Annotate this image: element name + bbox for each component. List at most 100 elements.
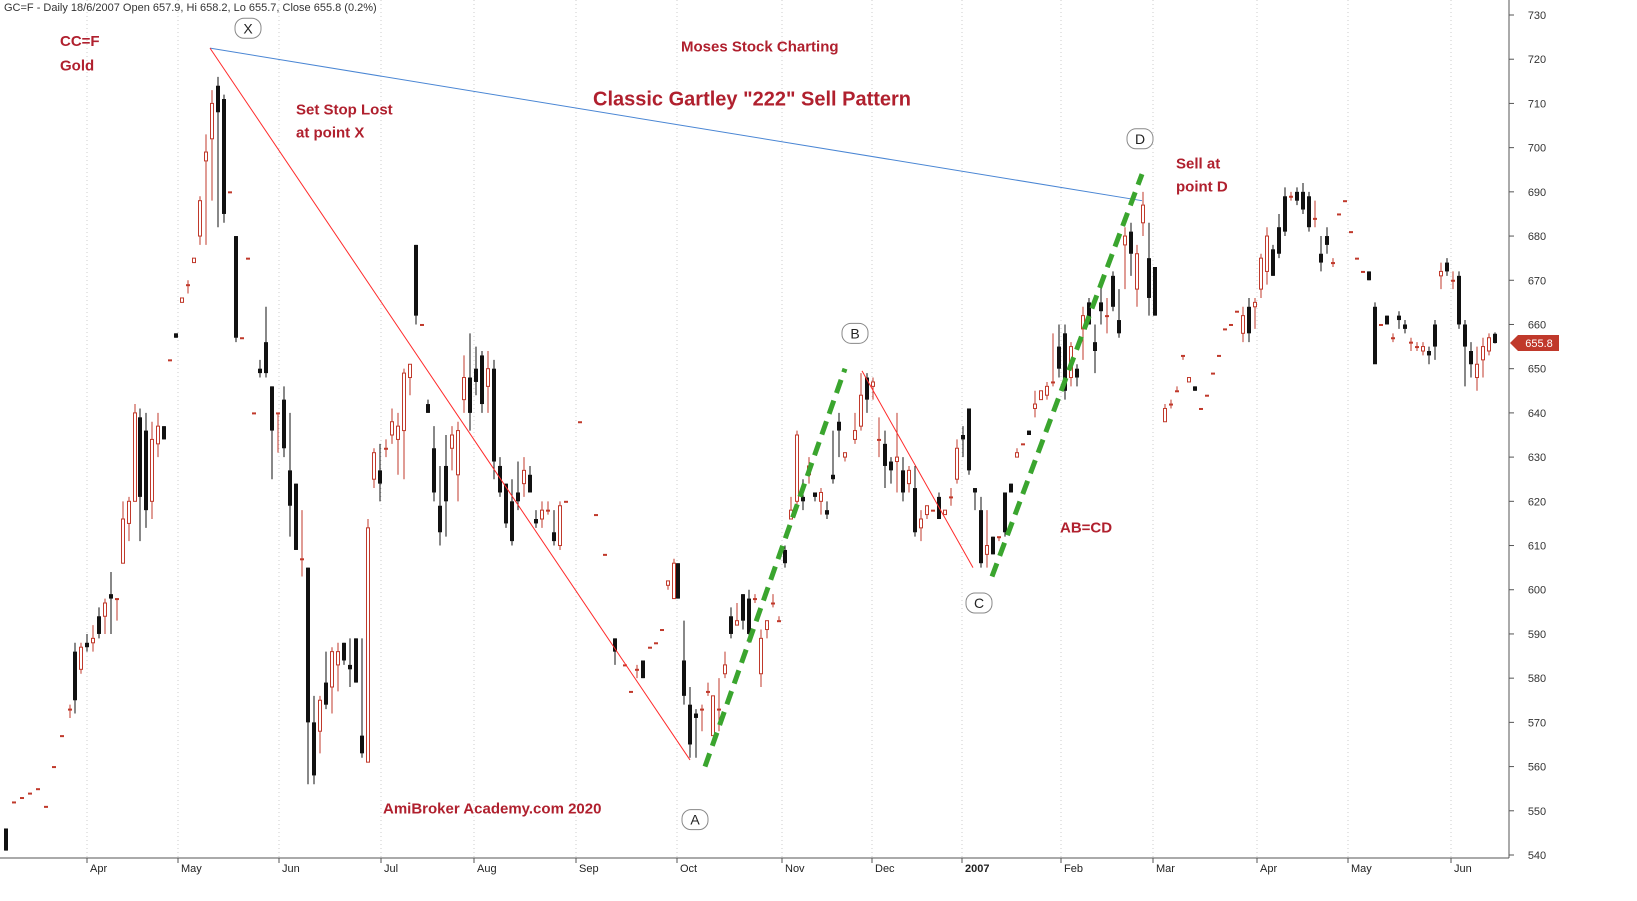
candle	[682, 620, 686, 705]
candle	[480, 351, 484, 413]
candle-body	[1469, 351, 1473, 365]
point-marker-box	[841, 322, 869, 344]
candle	[648, 646, 652, 649]
candle-body	[426, 404, 430, 413]
candle-body	[552, 532, 556, 542]
candle	[859, 373, 863, 431]
candle	[907, 465, 911, 493]
candle	[79, 642, 83, 674]
candle	[60, 735, 64, 738]
candle	[1379, 323, 1383, 326]
candle	[300, 510, 304, 577]
candle	[1265, 227, 1269, 285]
candle-body	[648, 646, 652, 649]
candle	[666, 580, 670, 590]
y-tick-label: 620	[1528, 496, 1546, 508]
candle	[180, 297, 184, 303]
candle	[1241, 306, 1245, 343]
candle-body	[294, 483, 298, 550]
point-marker-b: B	[841, 322, 869, 344]
candle	[825, 501, 829, 519]
candle	[444, 435, 448, 537]
candle-body	[771, 602, 775, 605]
candle	[312, 695, 316, 785]
y-tick-label: 560	[1528, 762, 1546, 774]
candle-body	[1421, 346, 1425, 352]
point-marker-label: B	[850, 325, 859, 341]
y-tick-label: 690	[1528, 187, 1546, 199]
candle-body	[1235, 310, 1239, 313]
candle	[1111, 271, 1115, 312]
candle	[1039, 390, 1043, 401]
candle-body	[168, 359, 172, 362]
candle-body	[919, 518, 923, 529]
candle-body	[706, 690, 710, 693]
candle-body	[831, 474, 835, 480]
candle-body	[444, 465, 448, 502]
candle-body	[180, 297, 184, 303]
candle-body	[783, 549, 787, 564]
candle	[1481, 337, 1485, 378]
candle	[1301, 183, 1305, 214]
candle	[1051, 333, 1055, 387]
candle	[174, 333, 178, 338]
candle	[676, 563, 680, 599]
candle-body	[925, 505, 929, 516]
candle-body	[138, 417, 142, 497]
y-tick-label: 660	[1528, 319, 1546, 331]
candle-body	[1193, 386, 1197, 391]
candle-body	[192, 257, 196, 264]
candle	[462, 355, 466, 413]
chart-annotation: Sell at	[1176, 155, 1220, 172]
candle-body	[1117, 320, 1121, 334]
candle	[192, 257, 196, 264]
candle-body	[1343, 200, 1347, 203]
candle	[150, 421, 154, 519]
candle	[1433, 320, 1437, 360]
candle	[931, 509, 935, 512]
candle-body	[1289, 195, 1293, 198]
candle	[1457, 271, 1461, 329]
candle	[1003, 492, 1007, 537]
candle	[1313, 200, 1317, 228]
candle	[198, 196, 202, 245]
y-tick-label: 580	[1528, 673, 1546, 685]
candle	[270, 386, 274, 480]
x-tick-label: 2007	[965, 863, 989, 875]
candle-body	[492, 368, 496, 462]
candle-body	[1433, 324, 1437, 347]
candle	[474, 346, 478, 396]
candle	[711, 695, 715, 737]
candle-body	[68, 708, 72, 711]
pattern-line-bc	[861, 370, 974, 568]
candle-body	[150, 438, 154, 502]
candle	[871, 377, 875, 400]
point-marker-c: C	[965, 592, 993, 614]
candle	[127, 496, 131, 542]
candle	[1451, 271, 1455, 290]
candle	[390, 408, 394, 444]
candle-body	[270, 386, 274, 431]
candle	[1057, 324, 1061, 378]
candle	[330, 647, 334, 714]
candle-body	[1223, 328, 1227, 331]
y-tick-label: 640	[1528, 408, 1546, 420]
candle-body	[694, 713, 698, 718]
candle	[318, 695, 322, 754]
chart-annotation: Classic Gartley "222" Sell Pattern	[593, 89, 911, 111]
candle-body	[276, 412, 280, 415]
candle	[396, 412, 400, 475]
candle-body	[318, 699, 322, 732]
candle-body	[1481, 346, 1485, 361]
candle-body	[372, 452, 376, 480]
candle	[837, 412, 841, 458]
candle	[558, 501, 562, 550]
candle	[378, 443, 382, 502]
candle	[613, 638, 617, 665]
candle	[1153, 267, 1157, 316]
candle-body	[1241, 315, 1245, 334]
candle	[1205, 394, 1209, 397]
candle-body	[1295, 191, 1299, 201]
candle-body	[1349, 231, 1353, 234]
x-tick-label: Feb	[1064, 863, 1083, 875]
